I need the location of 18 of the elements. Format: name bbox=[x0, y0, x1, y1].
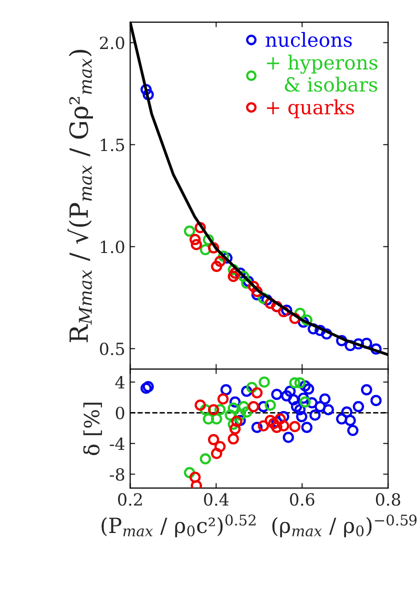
legend-label: nucleons bbox=[266, 32, 352, 48]
y-tick-label: 1.0 bbox=[100, 240, 124, 254]
text: (P$_{max}$ / ρ$_{0}$c²)$^{0.52}$ (ρ$_{max}$ / ρ$_{0}$)$^{−0.59}$ bbox=[102, 514, 417, 538]
x-tick-label: 0.2 bbox=[118, 493, 142, 506]
legend-label: + hyperons & isobars bbox=[266, 54, 378, 92]
y-axis-title: δ [%] bbox=[83, 402, 102, 456]
y-tick-label: 0 bbox=[116, 406, 124, 420]
x-tick-label: 0.4 bbox=[204, 493, 229, 506]
legend-label: + quarks bbox=[266, 99, 354, 118]
x-tick-label: 0.8 bbox=[376, 493, 400, 506]
y-tick-label: 4 bbox=[115, 376, 124, 388]
x-tick-label: 0.6 bbox=[290, 493, 314, 506]
y-tick-label: 2.0 bbox=[100, 36, 124, 50]
y-tick-label: -4 bbox=[110, 437, 124, 450]
y-tick-label: 1.5 bbox=[100, 138, 124, 152]
y-axis-title: R$_{Mmax}$ / √(P$_{max}$ / Gρ²$_{max}$) bbox=[68, 50, 94, 342]
y-tick-label: 0.5 bbox=[100, 342, 124, 356]
y-tick-label: -8 bbox=[110, 468, 124, 481]
